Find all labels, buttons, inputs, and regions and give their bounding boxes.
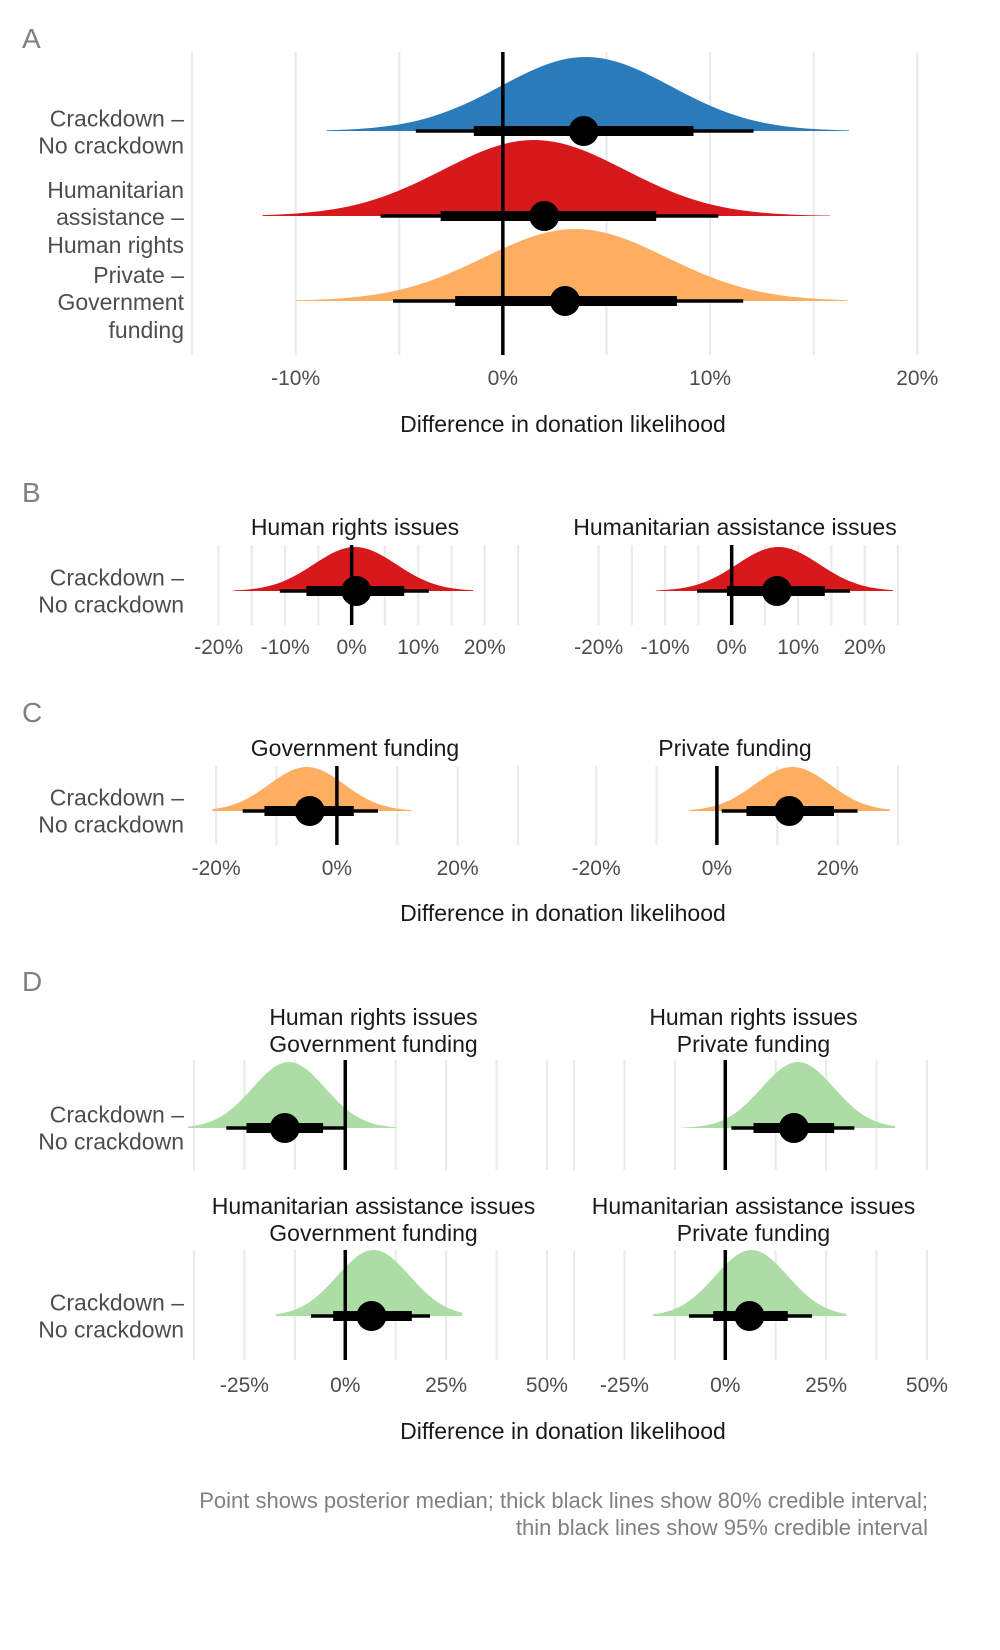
panel-a-row-label: Human rights bbox=[47, 232, 184, 258]
panel-b-tag: B bbox=[22, 477, 41, 508]
panel-b-facet-1: Human rights issues -20% -10% 0% 10% 20% bbox=[194, 514, 520, 659]
panel-a-row-1-density bbox=[326, 57, 849, 131]
panel-c-row-label: No crackdown bbox=[38, 812, 184, 838]
panel-a-row-3-density bbox=[295, 229, 847, 301]
caption: Point shows posterior median; thick blac… bbox=[199, 1488, 928, 1540]
panel-d-facet-1-median-point bbox=[269, 1113, 300, 1143]
panel-d-facet-3-tick-label: -25% bbox=[220, 1374, 269, 1397]
panel-b-facet-2-tick-label: 20% bbox=[844, 636, 886, 659]
panel-d-facet-4-tick-label: 0% bbox=[710, 1374, 740, 1397]
panel-c-facet-2-tick-label: 20% bbox=[817, 857, 859, 880]
panel-b-facet-1-median-point bbox=[341, 576, 372, 606]
panel-d-facet-4-median-point bbox=[734, 1301, 765, 1331]
caption-line-2: thin black lines show 95% credible inter… bbox=[516, 1515, 928, 1540]
panel-b-row-label: No crackdown bbox=[38, 592, 184, 618]
panel-d-row-label: No crackdown bbox=[38, 1317, 184, 1343]
panel-d-row-label: Crackdown – bbox=[50, 1290, 184, 1316]
panel-c-facet-2: Private funding -20% 0% 20% bbox=[572, 735, 900, 880]
panel-a: A Crackdown –No crackdown Humanitarianassi… bbox=[22, 23, 938, 437]
panel-c-facet-1-median-point bbox=[294, 796, 325, 826]
panel-d-row-label: No crackdown bbox=[38, 1129, 184, 1155]
panel-d-facet-title: Government funding bbox=[269, 1031, 477, 1057]
panel-c-facet-title: Private funding bbox=[658, 735, 811, 761]
panel-c-row-label: Crackdown – bbox=[50, 785, 184, 811]
panel-d-facet-4-tick-label: 25% bbox=[805, 1374, 847, 1397]
panel-a-row-label: No crackdown bbox=[38, 133, 184, 159]
panel-d-facet-4-tick-label: 50% bbox=[906, 1374, 948, 1397]
panel-b-facet-title: Human rights issues bbox=[251, 514, 459, 540]
panel-a-row-2-median-point bbox=[529, 201, 560, 231]
panel-c-facet-1: Government funding -20% 0% 20% bbox=[192, 735, 520, 880]
panel-a-x-axis-title: Difference in donation likelihood bbox=[400, 411, 726, 437]
panel-d-facet-4-density bbox=[652, 1250, 847, 1316]
panel-b-row-label: Crackdown – bbox=[50, 565, 184, 591]
panel-a-row-2-density bbox=[262, 140, 831, 216]
panel-b-facet-1-tick-label: 10% bbox=[397, 636, 439, 659]
panel-c-facet-1-tick-label: 0% bbox=[322, 857, 352, 880]
panel-d-facet-3-density bbox=[275, 1250, 463, 1316]
panel-a-row-label: Crackdown – bbox=[50, 106, 184, 132]
panel-d-facet-2-density bbox=[682, 1062, 896, 1128]
panel-d-facet-3-tick-label: 50% bbox=[526, 1374, 568, 1397]
panel-b-facet-2-tick-label: -20% bbox=[574, 636, 623, 659]
panel-d-facet-2-median-point bbox=[778, 1113, 809, 1143]
panel-b-facet-1-tick-label: -20% bbox=[194, 636, 243, 659]
panel-d-facet-title: Humanitarian assistance issues bbox=[592, 1193, 915, 1219]
panel-a-row-label: Humanitarian bbox=[47, 177, 184, 203]
panel-d-facet-title: Private funding bbox=[677, 1031, 830, 1057]
panel-d-facet-title: Human rights issues bbox=[269, 1004, 477, 1030]
panel-b-facet-2-density bbox=[655, 547, 893, 591]
panel-a-row-3-median-point bbox=[550, 286, 580, 316]
panel-d-facet-3-median-point bbox=[356, 1301, 387, 1331]
panel-c-facet-1-tick-label: -20% bbox=[192, 857, 241, 880]
panel-d-row-label: Crackdown – bbox=[50, 1102, 184, 1128]
panel-c-facet-1-tick-label: 20% bbox=[437, 857, 479, 880]
panel-c-facet-title: Government funding bbox=[251, 735, 459, 761]
panel-d-tag: D bbox=[22, 966, 42, 997]
panel-d-facet-3-tick-label: 0% bbox=[330, 1374, 360, 1397]
panel-a-row-label: assistance – bbox=[56, 204, 184, 230]
panel-a-row-label: Private – bbox=[93, 262, 184, 288]
caption-line-1: Point shows posterior median; thick blac… bbox=[199, 1488, 928, 1513]
panel-d-x-axis-title: Difference in donation likelihood bbox=[400, 1418, 726, 1444]
panel-b-facet-2-median-point bbox=[761, 576, 792, 606]
panel-a-tick-label: 20% bbox=[896, 367, 938, 390]
panel-c-facet-2-density bbox=[689, 767, 891, 811]
panel-a-tag: A bbox=[22, 23, 41, 54]
panel-a-tick-label: 10% bbox=[689, 367, 731, 390]
panel-c-facet-2-tick-label: -20% bbox=[572, 857, 621, 880]
panel-a-tick-label: -10% bbox=[271, 367, 320, 390]
panel-c-facet-2-median-point bbox=[774, 796, 805, 826]
panel-c-facet-2-tick-label: 0% bbox=[702, 857, 732, 880]
panel-c-x-axis-title: Difference in donation likelihood bbox=[400, 900, 726, 926]
panel-a-tick-label: 0% bbox=[488, 367, 518, 390]
panel-b-facet-2-tick-label: -10% bbox=[641, 636, 690, 659]
panel-b-facet-1-tick-label: 20% bbox=[464, 636, 506, 659]
panel-d-facet-title: Government funding bbox=[269, 1220, 477, 1246]
panel-b-facet-2: Humanitarian assistance issues -20% -10% 0%… bbox=[573, 514, 900, 659]
panel-b-facet-1-tick-label: -10% bbox=[261, 636, 310, 659]
panel-b-facet-2-tick-label: 0% bbox=[716, 636, 746, 659]
panel-a-row-label: funding bbox=[109, 317, 184, 343]
panel-c-facet-1-density bbox=[212, 767, 412, 811]
panel-d-facet-title: Private funding bbox=[677, 1220, 830, 1246]
panel-d-facet-3-tick-label: 25% bbox=[425, 1374, 467, 1397]
panel-d-facet-3: Humanitarian assistance issuesGovernment… bbox=[192, 1193, 568, 1397]
panel-d-facet-title: Human rights issues bbox=[649, 1004, 857, 1030]
panel-d-facet-4-tick-label: -25% bbox=[600, 1374, 649, 1397]
panel-b-facet-title: Humanitarian assistance issues bbox=[573, 514, 896, 540]
panel-a-row-label: Government bbox=[57, 289, 184, 315]
panel-b-facet-1-tick-label: 0% bbox=[336, 636, 366, 659]
panel-c-tag: C bbox=[22, 697, 42, 728]
panel-d-facet-title: Humanitarian assistance issues bbox=[212, 1193, 535, 1219]
panel-b-facet-2-tick-label: 10% bbox=[777, 636, 819, 659]
panel-a-row-1-median-point bbox=[568, 116, 599, 146]
